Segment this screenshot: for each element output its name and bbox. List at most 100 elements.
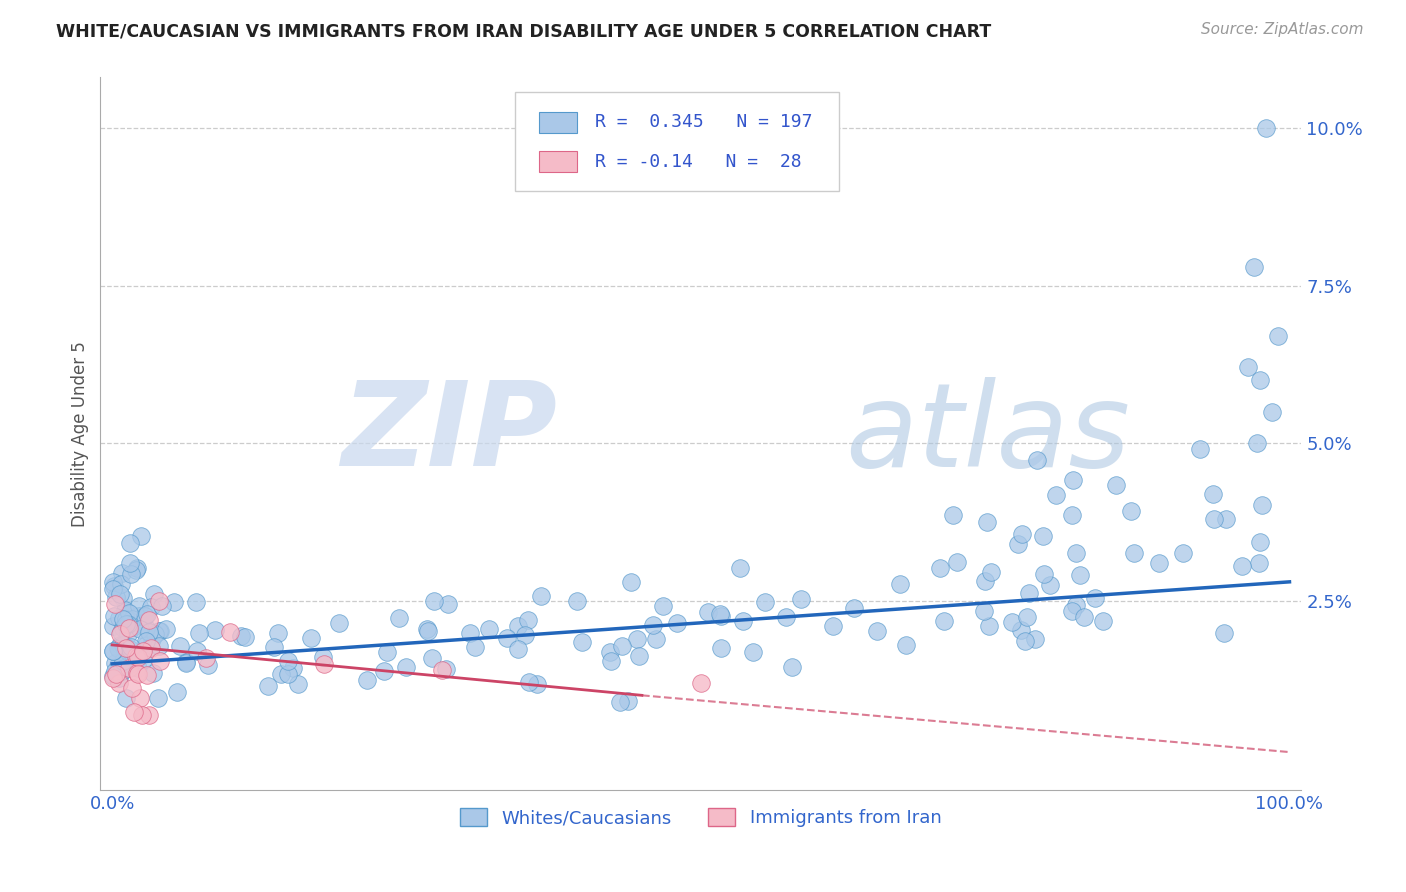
Point xyxy=(696,605,718,619)
Point xyxy=(1039,578,1062,592)
Point xyxy=(114,604,136,618)
Point xyxy=(973,574,995,588)
Point xyxy=(1243,260,1265,274)
Point xyxy=(257,679,280,693)
Point xyxy=(728,561,751,575)
Point xyxy=(204,624,226,638)
Point xyxy=(1247,556,1270,570)
Point xyxy=(121,681,143,695)
Point xyxy=(120,640,142,654)
Point xyxy=(665,615,688,630)
Point xyxy=(979,618,1001,632)
Point xyxy=(142,666,165,681)
Point xyxy=(437,597,460,611)
Point xyxy=(121,612,143,626)
Point xyxy=(118,661,141,675)
Point xyxy=(821,618,844,632)
Point xyxy=(281,661,304,675)
Point xyxy=(104,590,127,604)
Point xyxy=(620,575,643,590)
Point xyxy=(266,626,288,640)
Point xyxy=(110,665,132,679)
Point xyxy=(270,667,292,681)
Point xyxy=(478,622,501,636)
Point xyxy=(124,563,146,577)
Point xyxy=(101,644,124,658)
Point xyxy=(127,666,149,681)
Point xyxy=(120,642,142,657)
Point xyxy=(115,640,138,655)
Point xyxy=(118,606,141,620)
Point xyxy=(1010,624,1032,638)
Point xyxy=(742,645,765,659)
Point xyxy=(129,608,152,623)
Point xyxy=(287,677,309,691)
Point xyxy=(128,599,150,613)
Point xyxy=(645,632,668,646)
Point xyxy=(496,632,519,646)
Point xyxy=(117,627,139,641)
Point xyxy=(1060,508,1083,523)
Point xyxy=(117,616,139,631)
Point xyxy=(138,708,160,723)
Point xyxy=(775,609,797,624)
Point xyxy=(643,617,665,632)
Point xyxy=(710,608,733,623)
Point xyxy=(103,664,125,678)
Point xyxy=(115,691,138,706)
Point xyxy=(108,627,131,641)
Point xyxy=(1060,604,1083,618)
Point xyxy=(150,599,173,614)
Point xyxy=(129,622,152,636)
Point xyxy=(111,621,134,635)
Point xyxy=(129,691,152,706)
Point xyxy=(141,632,163,647)
Point xyxy=(1045,488,1067,502)
Point xyxy=(111,612,134,626)
Point xyxy=(434,662,457,676)
Point xyxy=(1014,634,1036,648)
Point xyxy=(120,566,142,581)
Point xyxy=(1123,546,1146,560)
Point xyxy=(120,648,142,663)
Bar xyxy=(538,151,576,172)
Point xyxy=(135,668,157,682)
Point xyxy=(101,618,124,632)
Point xyxy=(626,632,648,647)
Point xyxy=(1064,546,1087,560)
Point xyxy=(169,639,191,653)
Point xyxy=(1032,567,1054,582)
Point xyxy=(1201,486,1223,500)
Text: atlas: atlas xyxy=(845,376,1130,491)
Y-axis label: Disability Age Under 5: Disability Age Under 5 xyxy=(72,341,89,526)
Point xyxy=(107,640,129,655)
Point xyxy=(148,624,170,638)
Point xyxy=(197,658,219,673)
Point xyxy=(506,618,529,632)
Point xyxy=(1215,512,1237,526)
Point xyxy=(163,594,186,608)
Point xyxy=(107,611,129,625)
Point xyxy=(526,677,548,691)
Point xyxy=(1249,373,1271,387)
Point xyxy=(138,625,160,640)
Point xyxy=(790,591,813,606)
Point xyxy=(1249,535,1271,549)
Point xyxy=(628,649,651,664)
Point xyxy=(218,625,240,640)
Point xyxy=(277,667,299,681)
Point xyxy=(143,626,166,640)
Point xyxy=(356,673,378,688)
Point xyxy=(1032,529,1054,543)
Point xyxy=(111,654,134,668)
Point xyxy=(110,576,132,591)
Point xyxy=(1189,442,1212,456)
Point xyxy=(103,578,125,592)
Point xyxy=(114,646,136,660)
Point xyxy=(513,628,536,642)
Point xyxy=(1251,498,1274,512)
Point xyxy=(388,611,411,625)
Point xyxy=(416,622,439,636)
Point xyxy=(980,565,1002,579)
Point xyxy=(1024,632,1046,646)
